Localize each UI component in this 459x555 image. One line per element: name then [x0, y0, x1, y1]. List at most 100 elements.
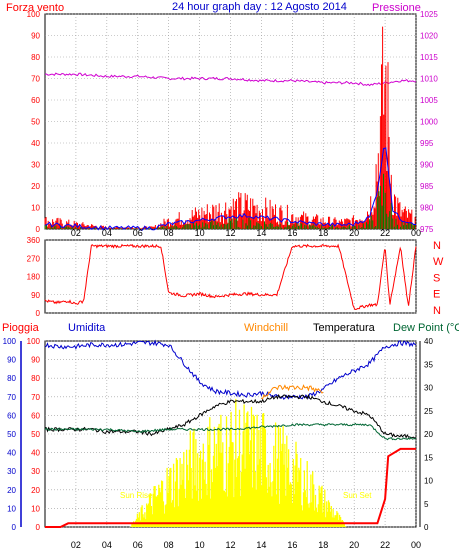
rain-y-tick-label: 20: [31, 486, 40, 495]
pressure-series: [44, 72, 417, 87]
windchill-series: [261, 384, 324, 400]
wind-y-tick-label: 50: [31, 118, 40, 127]
wind-y-tick-label: 70: [31, 75, 40, 84]
x-tick-label-bottom: 12: [225, 540, 235, 550]
temperature-y-tick-label: 30: [424, 384, 433, 393]
pressure-y-tick-label: 1015: [420, 53, 438, 62]
temperature-y-tick-label: 0: [424, 523, 429, 532]
pressure-y-tick-label: 975: [420, 225, 434, 234]
humidity-y-tick-label: 30: [7, 467, 16, 476]
direction-y-tick-label: 0: [36, 309, 41, 318]
direction-y-tick-label: 270: [27, 254, 41, 263]
rain-y-tick-label: 40: [31, 449, 40, 458]
wind-y-tick-label: 90: [31, 32, 40, 41]
temperature-series: [45, 393, 417, 439]
rain-y-tick-label: 0: [36, 523, 41, 532]
pressure-y-tick-label: 1010: [420, 75, 438, 84]
dewpoint-series: [44, 422, 417, 441]
humidity-y-tick-label: 20: [7, 486, 16, 495]
pressure-label: Pressione: [372, 2, 421, 14]
rain-y-tick-label: 60: [31, 411, 40, 420]
pressure-y-tick-label: 1005: [420, 96, 438, 105]
wind-y-tick-label: 80: [31, 53, 40, 62]
direction-y-tick-label: 180: [27, 273, 41, 282]
x-tick-label-bottom: 04: [102, 540, 112, 550]
humidity-label: Umidita: [68, 322, 106, 334]
x-tick-label-top: 08: [164, 228, 174, 238]
pressure-y-tick-label: 1025: [420, 10, 438, 19]
pressure-y-tick-label: 1020: [420, 32, 438, 41]
x-tick-label-bottom: 20: [349, 540, 359, 550]
x-tick-label-bottom: 02: [71, 540, 81, 550]
rain-y-tick-label: 90: [31, 356, 40, 365]
graph-title: 24 hour graph day : 12 Agosto 2014: [172, 1, 347, 13]
x-tick-label-bottom: 00: [411, 540, 421, 550]
solar-radiation-series: [130, 398, 347, 527]
wind-y-tick-label: 30: [31, 161, 40, 170]
x-tick-label-top: 02: [71, 228, 81, 238]
humidity-y-tick-label: 10: [7, 504, 16, 513]
x-tick-label-bottom: 22: [380, 540, 390, 550]
wind-y-tick-label: 40: [31, 139, 40, 148]
rain-y-tick-label: 80: [31, 374, 40, 383]
windchill-label: Windchill: [244, 322, 288, 334]
rain-y-tick-label: 10: [31, 504, 40, 513]
wind-y-tick-label: 0: [36, 225, 41, 234]
x-tick-label-top: 00: [411, 228, 421, 238]
wind-y-tick-label: 20: [31, 182, 40, 191]
humidity-series: [44, 339, 417, 400]
compass-label: W: [433, 256, 444, 268]
x-tick-label-top: 14: [256, 228, 266, 238]
x-tick-label-bottom: 08: [164, 540, 174, 550]
humidity-y-tick-label: 50: [7, 430, 16, 439]
x-tick-label-top: 06: [133, 228, 143, 238]
humidity-y-tick-label: 70: [7, 393, 16, 402]
rain-series: [45, 447, 416, 528]
x-tick-label-bottom: 14: [256, 540, 266, 550]
humidity-y-tick-label: 60: [7, 411, 16, 420]
x-tick-label-bottom: 16: [287, 540, 297, 550]
temperature-y-tick-label: 10: [424, 477, 433, 486]
sun-set-label: Sun Set: [343, 491, 372, 500]
pressure-y-tick-label: 980: [420, 204, 434, 213]
x-tick-label-bottom: 06: [133, 540, 143, 550]
rain-label: Pioggia: [2, 322, 40, 334]
wind-gust-series: [44, 173, 415, 229]
direction-y-tick-label: 90: [31, 291, 40, 300]
wind-y-tick-label: 10: [31, 204, 40, 213]
rain-y-tick-label: 100: [27, 337, 41, 346]
compass-label: S: [433, 272, 440, 284]
x-tick-label-top: 18: [318, 228, 328, 238]
humidity-y-tick-label: 90: [7, 356, 16, 365]
temperature-y-tick-label: 15: [424, 453, 433, 462]
x-tick-label-bottom: 10: [195, 540, 205, 550]
x-tick-label-top: 12: [225, 228, 235, 238]
wind-average-series: [44, 147, 416, 231]
temperature-y-tick-label: 5: [424, 500, 429, 509]
wind-y-tick-label: 100: [27, 10, 41, 19]
wind-direction-series: [44, 243, 417, 311]
humidity-y-tick-label: 0: [12, 523, 17, 532]
compass-label: E: [433, 289, 440, 301]
temperature-y-tick-label: 40: [424, 337, 433, 346]
humidity-y-tick-label: 40: [7, 449, 16, 458]
temperature-label: Temperatura: [313, 322, 376, 334]
temperature-y-tick-label: 25: [424, 407, 433, 416]
compass-label: N: [433, 305, 441, 317]
humidity-y-tick-label: 100: [3, 337, 17, 346]
x-tick-label-top: 10: [195, 228, 205, 238]
x-tick-label-top: 22: [380, 228, 390, 238]
pressure-y-tick-label: 1000: [420, 118, 438, 127]
pressure-y-tick-label: 995: [420, 139, 434, 148]
sun-rise-label: Sun Rise: [120, 491, 153, 500]
compass-label: N: [433, 240, 441, 252]
x-tick-label-top: 20: [349, 228, 359, 238]
direction-y-tick-label: 360: [27, 236, 41, 245]
temperature-y-tick-label: 20: [424, 430, 433, 439]
x-tick-label-top: 16: [287, 228, 297, 238]
pressure-y-tick-label: 990: [420, 161, 434, 170]
rain-y-tick-label: 50: [31, 430, 40, 439]
dewpoint-label: Dew Point (°C: [393, 322, 459, 334]
pressure-y-tick-label: 985: [420, 182, 434, 191]
